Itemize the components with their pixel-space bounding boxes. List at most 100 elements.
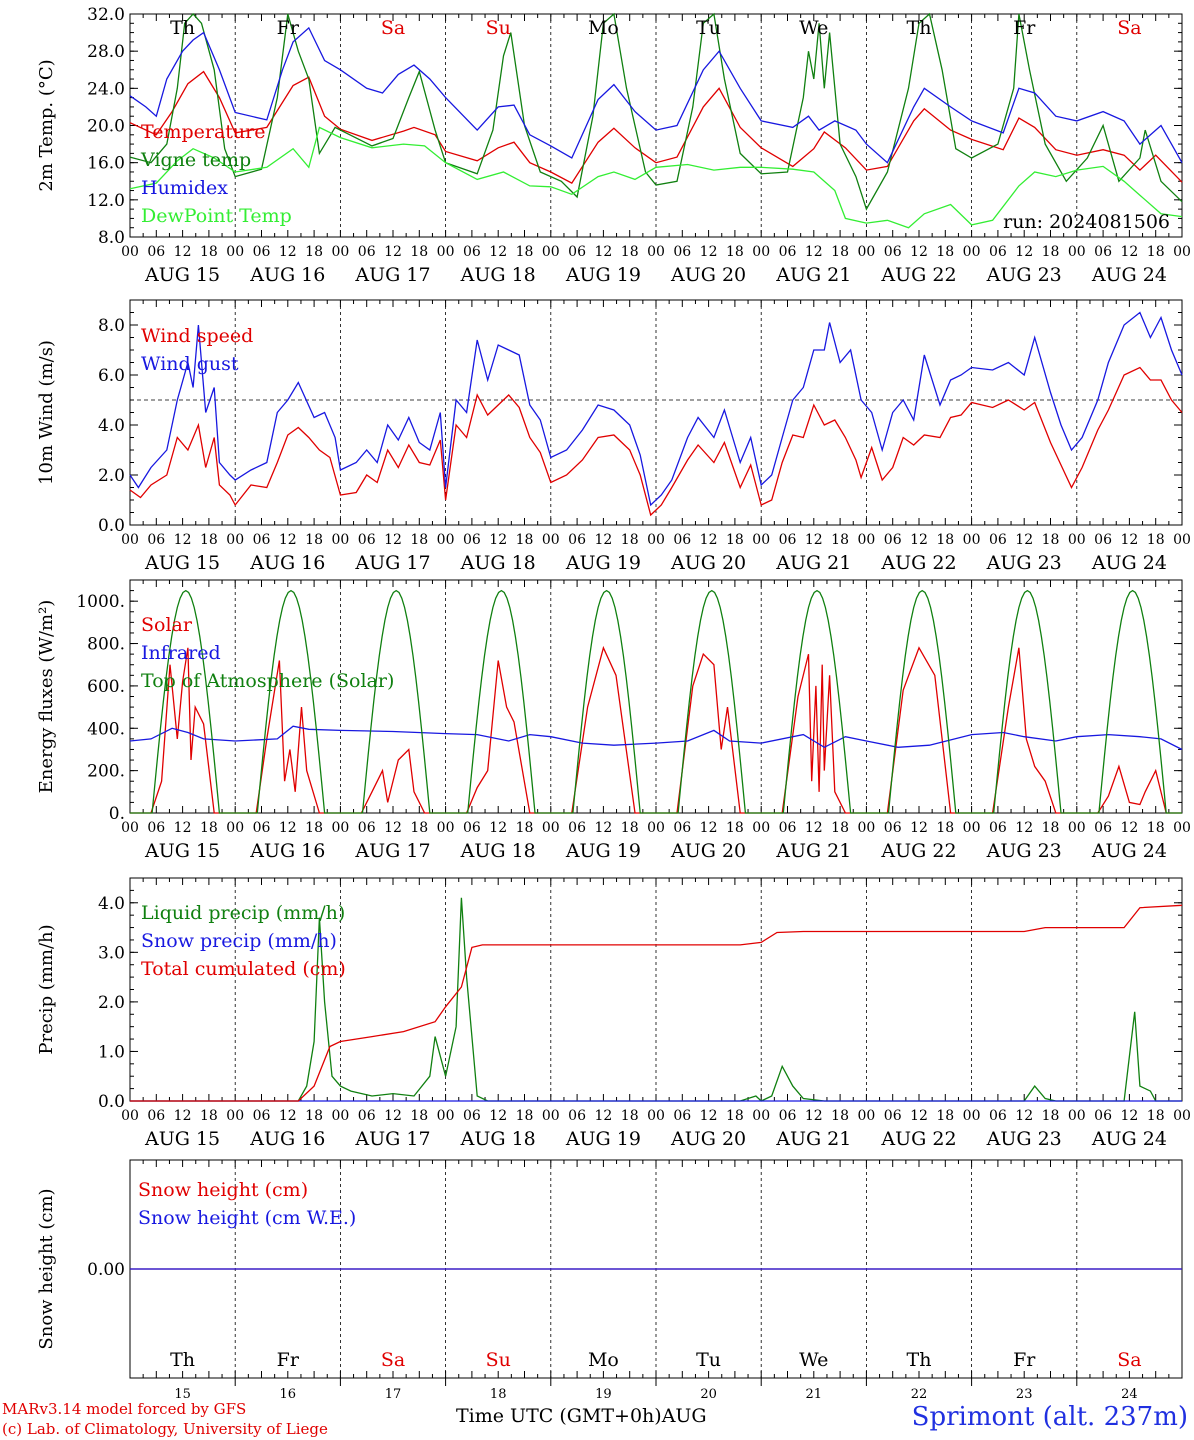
temp-hour-label: 12 [174, 244, 192, 260]
wind-hour-label: 06 [568, 532, 586, 548]
precip-hour-label: 06 [253, 1108, 271, 1124]
precip-hour-label: 00 [1173, 1108, 1191, 1124]
energy-hour-label: 12 [279, 820, 297, 836]
wind-hour-label: 12 [700, 532, 718, 548]
wind-date-label: AUG 19 [565, 552, 641, 574]
energy-series-infrared [129, 725, 1183, 751]
temp-legend-entry: Vigne temp [140, 149, 251, 171]
energy-hour-label: 18 [621, 820, 639, 836]
snow-weekday-label: Tu [696, 1349, 721, 1371]
temp-hour-label: 06 [568, 244, 586, 260]
energy-hour-label: 00 [647, 820, 665, 836]
temp-hour-label: 06 [358, 244, 376, 260]
wind-hour-label: 12 [384, 532, 402, 548]
temp-weekday-label: Sa [1117, 17, 1141, 39]
wind-date-label: AUG 23 [986, 552, 1062, 574]
wind-hour-label: 18 [305, 532, 323, 548]
energy-legend-entry: Infrared [141, 642, 221, 664]
temp-hour-label: 18 [200, 244, 218, 260]
precip-hour-label: 12 [1120, 1108, 1138, 1124]
wind-hour-label: 18 [726, 532, 744, 548]
energy-hour-label: 18 [726, 820, 744, 836]
wind-y-tick-label: 4.0 [98, 416, 125, 436]
precip-date-label: AUG 24 [1091, 1128, 1167, 1150]
temp-date-label: AUG 19 [565, 264, 641, 286]
precip-hour-label: 06 [147, 1108, 165, 1124]
snow-y-axis-title: Snow height (cm) [36, 1188, 57, 1349]
energy-y-tick-label: 400. [87, 719, 125, 739]
precip-date-label: AUG 18 [460, 1128, 536, 1150]
wind-y-tick-label: 6.0 [98, 366, 125, 386]
wind-hour-label: 12 [805, 532, 823, 548]
precip-date-label: AUG 19 [565, 1128, 641, 1150]
temp-hour-label: 18 [410, 244, 428, 260]
wind-hour-label: 00 [857, 532, 875, 548]
precip-y-tick-label: 3.0 [98, 943, 125, 963]
precip-date-label: AUG 20 [670, 1128, 746, 1150]
wind-date-label: AUG 16 [249, 552, 325, 574]
temp-hour-label: 18 [831, 244, 849, 260]
temp-y-tick-label: 12.0 [87, 191, 125, 211]
energy-y-axis-title: Energy fluxes (W/m²) [36, 600, 57, 794]
energy-hour-label: 06 [253, 820, 271, 836]
temp-hour-label: 12 [489, 244, 507, 260]
energy-hour-label: 12 [1120, 820, 1138, 836]
snow-weekday-label: Th [170, 1349, 195, 1371]
precip-y-tick-label: 2.0 [98, 993, 125, 1013]
wind-hour-label: 06 [463, 532, 481, 548]
precip-hour-label: 18 [1042, 1108, 1060, 1124]
temp-hour-label: 00 [1173, 244, 1191, 260]
energy-y-tick-label: 600. [87, 677, 125, 697]
temp-hour-label: 06 [1094, 244, 1112, 260]
precip-hour-label: 12 [805, 1108, 823, 1124]
temp-hour-label: 00 [1068, 244, 1086, 260]
temp-hour-label: 06 [673, 244, 691, 260]
lab-credit: (c) Lab. of Climatology, University of L… [2, 1420, 328, 1438]
wind-hour-label: 06 [147, 532, 165, 548]
energy-hour-label: 06 [1094, 820, 1112, 836]
energy-y-tick-label: 200. [87, 762, 125, 782]
snow-day-number: 19 [595, 1387, 612, 1402]
energy-hour-label: 18 [200, 820, 218, 836]
temp-hour-label: 00 [857, 244, 875, 260]
temp-hour-label: 12 [700, 244, 718, 260]
wind-hour-label: 18 [1042, 532, 1060, 548]
precip-hour-label: 00 [963, 1108, 981, 1124]
temp-hour-label: 00 [437, 244, 455, 260]
energy-hour-label: 00 [857, 820, 875, 836]
energy-hour-label: 18 [936, 820, 954, 836]
temp-hour-label: 18 [936, 244, 954, 260]
precip-y-tick-label: 0.0 [98, 1092, 125, 1112]
precip-legend-entry: Snow precip (mm/h) [141, 930, 337, 952]
energy-hour-label: 06 [463, 820, 481, 836]
precip-hour-label: 06 [358, 1108, 376, 1124]
snow-weekday-label: We [799, 1349, 828, 1371]
wind-hour-label: 12 [1015, 532, 1033, 548]
station-title: Sprimont (alt. 237m) [911, 1402, 1188, 1432]
temp-y-axis-title: 2m Temp. (°C) [36, 59, 57, 191]
temp-series-dewpoint-temp [129, 126, 1183, 229]
precip-hour-label: 18 [1147, 1108, 1165, 1124]
snow-weekday-label: Sa [381, 1349, 405, 1371]
wind-hour-label: 18 [936, 532, 954, 548]
wind-hour-label: 00 [1173, 532, 1191, 548]
precip-hour-label: 06 [673, 1108, 691, 1124]
temp-hour-label: 18 [1147, 244, 1165, 260]
wind-hour-label: 00 [437, 532, 455, 548]
energy-hour-label: 12 [489, 820, 507, 836]
energy-legend-entry: Top of Atmosphere (Solar) [141, 670, 394, 692]
precip-hour-label: 00 [121, 1108, 139, 1124]
energy-hour-label: 06 [779, 820, 797, 836]
temp-y-tick-label: 16.0 [87, 154, 125, 174]
temp-hour-label: 06 [253, 244, 271, 260]
temp-hour-label: 18 [516, 244, 534, 260]
precip-hour-label: 12 [384, 1108, 402, 1124]
precip-hour-label: 00 [226, 1108, 244, 1124]
energy-legend-entry: Solar [141, 614, 193, 636]
energy-hour-label: 12 [384, 820, 402, 836]
energy-hour-label: 00 [121, 820, 139, 836]
snow-day-number: 16 [280, 1387, 297, 1402]
wind-hour-label: 06 [1094, 532, 1112, 548]
wind-date-label: AUG 17 [354, 552, 430, 574]
temp-hour-label: 00 [121, 244, 139, 260]
